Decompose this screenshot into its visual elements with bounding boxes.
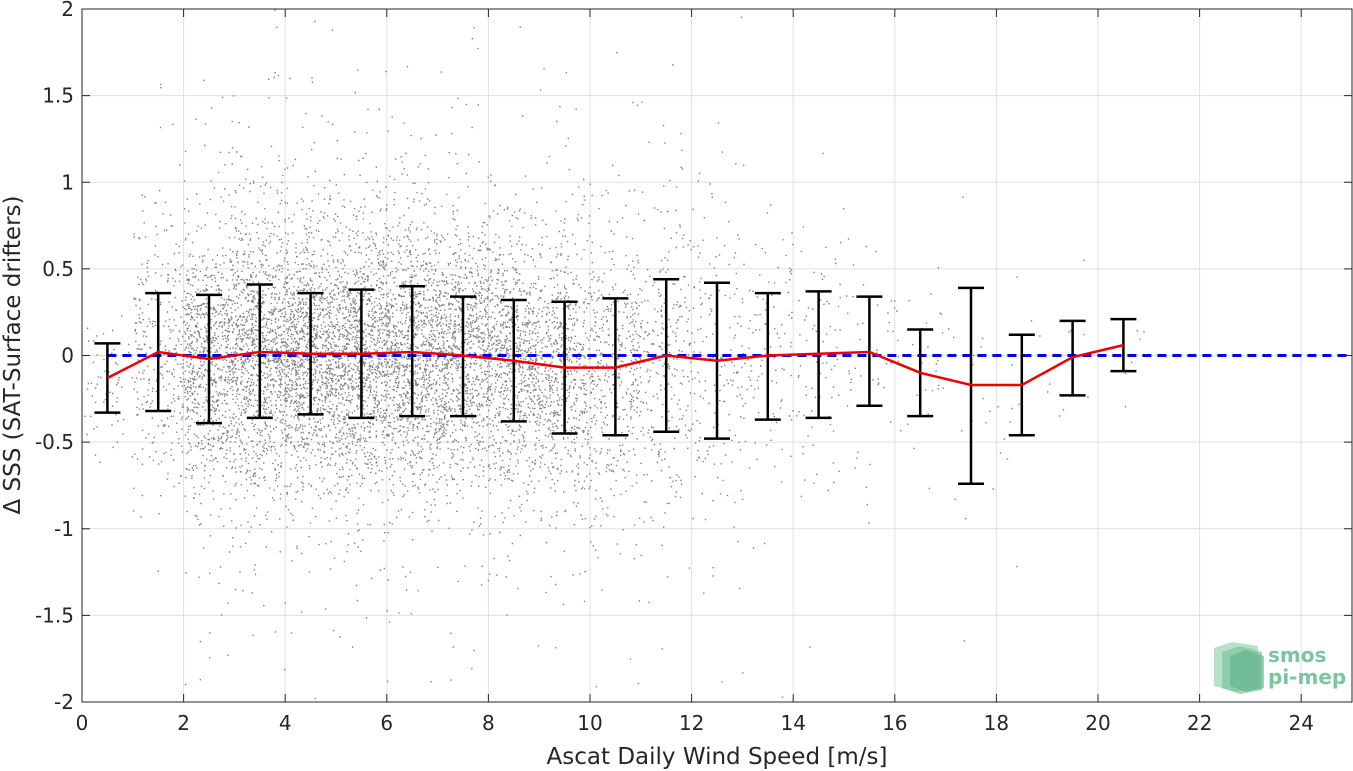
x-tick-label: 24: [1288, 711, 1313, 735]
y-tick-label: -2: [54, 690, 74, 714]
logo-text-pi-mep: pi-mep: [1268, 665, 1346, 689]
x-tick-label: 10: [577, 711, 602, 735]
error-bar: [94, 342, 121, 414]
mean-polyline: [106, 343, 1124, 387]
y-axis-label: Δ SSS (SAT-Surface drifters): [0, 196, 26, 515]
x-axis-label: Ascat Daily Wind Speed [m/s]: [547, 744, 888, 770]
y-tick-label: -0.5: [35, 430, 74, 454]
x-tick-label: 6: [380, 711, 393, 735]
x-axis-ticks: 0 2 4 6 8 10 12 14 16 18 20 22 24: [76, 9, 1314, 735]
x-tick-label: 12: [679, 711, 704, 735]
x-tick-label: 4: [279, 711, 292, 735]
smos-pi-mep-logo: smos pi-mep: [1214, 642, 1346, 694]
y-tick-label: -1: [54, 517, 74, 541]
x-tick-label: 20: [1085, 711, 1110, 735]
mean-line: [106, 343, 1124, 387]
y-tick-label: -1.5: [35, 603, 74, 627]
y-tick-label: 0.5: [42, 257, 74, 281]
y-tick-label: 1.5: [42, 84, 74, 108]
y-tick-label: 2: [61, 0, 74, 21]
logo-text-smos: smos: [1268, 643, 1326, 667]
x-tick-label: 0: [76, 711, 89, 735]
logo-mark-icon: [1214, 642, 1264, 694]
y-axis-ticks: -2 -1.5 -1 -0.5 0 0.5 1 1.5 2: [35, 0, 1352, 714]
x-tick-label: 8: [482, 711, 495, 735]
x-tick-label: 14: [780, 711, 805, 735]
x-tick-label: 22: [1187, 711, 1212, 735]
x-tick-label: 18: [984, 711, 1009, 735]
x-tick-label: 16: [882, 711, 907, 735]
y-tick-label: 0: [61, 344, 74, 368]
y-tick-label: 1: [61, 170, 74, 194]
x-tick-label: 2: [177, 711, 190, 735]
